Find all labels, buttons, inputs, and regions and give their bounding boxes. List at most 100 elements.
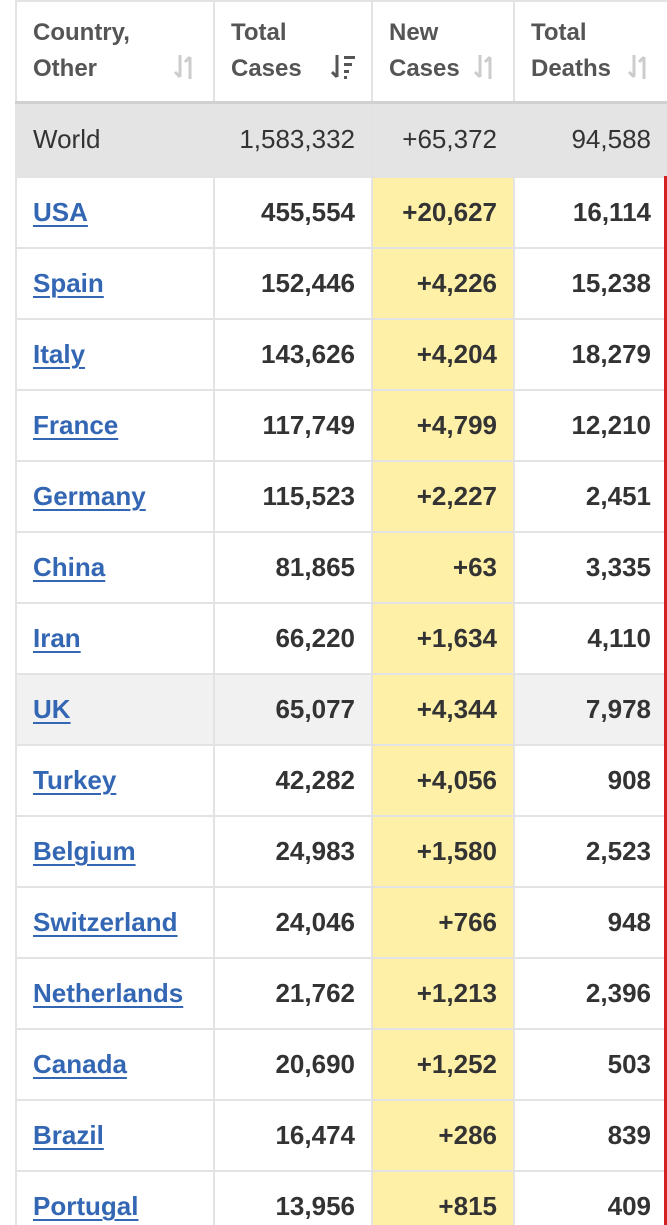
world-total-row: World 1,583,332 +65,372 94,588 bbox=[15, 101, 667, 178]
header-label: New Cases bbox=[389, 19, 460, 83]
country-cell: Belgium bbox=[15, 815, 215, 888]
table-row: China 81,865 +63 3,335 bbox=[15, 531, 667, 604]
total-cases-cell: 21,762 bbox=[213, 957, 373, 1030]
new-cases-cell: +815 bbox=[371, 1170, 515, 1225]
total-cases-cell: 20,690 bbox=[213, 1028, 373, 1101]
coronavirus-table-container: Country, Other Total Cases bbox=[15, 0, 667, 1225]
new-cases-cell: +1,580 bbox=[371, 815, 515, 888]
table-row: Spain 152,446 +4,226 15,238 bbox=[15, 247, 667, 320]
country-cell: USA bbox=[15, 176, 215, 249]
total-cases-cell: 42,282 bbox=[213, 744, 373, 817]
table-row: Canada 20,690 +1,252 503 bbox=[15, 1028, 667, 1101]
total-cases-cell: 13,956 bbox=[213, 1170, 373, 1225]
total-deaths-cell: 503 bbox=[513, 1028, 667, 1101]
total-cases-cell: 65,077 bbox=[213, 673, 373, 746]
total-cases-cell: 115,523 bbox=[213, 460, 373, 533]
total-cases-cell: 66,220 bbox=[213, 602, 373, 675]
header-label: Country, Other bbox=[33, 19, 130, 83]
country-cell: Germany bbox=[15, 460, 215, 533]
total-cases-cell: 152,446 bbox=[213, 247, 373, 320]
new-cases-cell: +4,344 bbox=[371, 673, 515, 746]
country-link[interactable]: Brazil bbox=[33, 1120, 104, 1150]
total-deaths-cell: 2,396 bbox=[513, 957, 667, 1030]
total-cases-cell: 117,749 bbox=[213, 389, 373, 462]
country-link[interactable]: Turkey bbox=[33, 765, 117, 795]
total-cases-cell: 24,983 bbox=[213, 815, 373, 888]
country-link[interactable]: Spain bbox=[33, 268, 104, 298]
sort-both-icon[interactable] bbox=[173, 53, 199, 81]
total-deaths-cell: 2,523 bbox=[513, 815, 667, 888]
total-deaths-cell: 12,210 bbox=[513, 389, 667, 462]
total-deaths-cell: 18,279 bbox=[513, 318, 667, 391]
header-total-deaths[interactable]: Total Deaths bbox=[513, 0, 667, 104]
country-cell: China bbox=[15, 531, 215, 604]
total-deaths-cell: 4,110 bbox=[513, 602, 667, 675]
country-link[interactable]: Canada bbox=[33, 1049, 127, 1079]
new-cases-cell: +20,627 bbox=[371, 176, 515, 249]
total-deaths-cell: 2,451 bbox=[513, 460, 667, 533]
country-link[interactable]: UK bbox=[33, 694, 71, 724]
total-cases-cell: 143,626 bbox=[213, 318, 373, 391]
total-cases-cell: 24,046 bbox=[213, 886, 373, 959]
table-row: France 117,749 +4,799 12,210 bbox=[15, 389, 667, 462]
table-row: Portugal 13,956 +815 409 bbox=[15, 1170, 667, 1225]
total-deaths-cell: 3,335 bbox=[513, 531, 667, 604]
total-deaths-cell: 948 bbox=[513, 886, 667, 959]
header-country-other[interactable]: Country, Other bbox=[15, 0, 215, 104]
country-cell: Italy bbox=[15, 318, 215, 391]
new-cases-cell: +63 bbox=[371, 531, 515, 604]
world-label: World bbox=[15, 101, 215, 178]
table-row: Brazil 16,474 +286 839 bbox=[15, 1099, 667, 1172]
new-cases-cell: +4,056 bbox=[371, 744, 515, 817]
total-cases-cell: 16,474 bbox=[213, 1099, 373, 1172]
country-link[interactable]: Belgium bbox=[33, 836, 136, 866]
world-new-cases: +65,372 bbox=[371, 101, 515, 178]
total-cases-cell: 81,865 bbox=[213, 531, 373, 604]
new-cases-cell: +4,226 bbox=[371, 247, 515, 320]
country-cell: Spain bbox=[15, 247, 215, 320]
world-total-deaths: 94,588 bbox=[513, 101, 667, 178]
sort-descending-icon[interactable] bbox=[331, 53, 357, 81]
total-deaths-cell: 7,978 bbox=[513, 673, 667, 746]
table-row: Belgium 24,983 +1,580 2,523 bbox=[15, 815, 667, 888]
country-link[interactable]: China bbox=[33, 552, 106, 582]
country-link[interactable]: Iran bbox=[33, 623, 81, 653]
country-cell: Turkey bbox=[15, 744, 215, 817]
new-cases-cell: +2,227 bbox=[371, 460, 515, 533]
table-row: Iran 66,220 +1,634 4,110 bbox=[15, 602, 667, 675]
country-cell: Switzerland bbox=[15, 886, 215, 959]
country-link[interactable]: Switzerland bbox=[33, 907, 178, 937]
total-deaths-cell: 16,114 bbox=[513, 176, 667, 249]
new-cases-cell: +4,799 bbox=[371, 389, 515, 462]
sort-both-icon[interactable] bbox=[473, 53, 499, 81]
country-link[interactable]: USA bbox=[33, 197, 88, 227]
total-cases-cell: 455,554 bbox=[213, 176, 373, 249]
coronavirus-cases-table: Country, Other Total Cases bbox=[15, 0, 667, 1225]
country-link[interactable]: Italy bbox=[33, 339, 86, 369]
country-link[interactable]: Netherlands bbox=[33, 978, 184, 1008]
table-row: USA 455,554 +20,627 16,114 bbox=[15, 176, 667, 249]
sort-both-icon[interactable] bbox=[627, 53, 653, 81]
country-cell: UK bbox=[15, 673, 215, 746]
table-row: Switzerland 24,046 +766 948 bbox=[15, 886, 667, 959]
country-link[interactable]: Portugal bbox=[33, 1191, 139, 1221]
country-cell: Portugal bbox=[15, 1170, 215, 1225]
country-cell: Brazil bbox=[15, 1099, 215, 1172]
new-cases-cell: +766 bbox=[371, 886, 515, 959]
total-deaths-cell: 908 bbox=[513, 744, 667, 817]
new-cases-cell: +4,204 bbox=[371, 318, 515, 391]
new-cases-cell: +1,252 bbox=[371, 1028, 515, 1101]
new-cases-cell: +286 bbox=[371, 1099, 515, 1172]
header-total-cases[interactable]: Total Cases bbox=[213, 0, 373, 104]
country-cell: France bbox=[15, 389, 215, 462]
table-row: Netherlands 21,762 +1,213 2,396 bbox=[15, 957, 667, 1030]
scroll-edge-indicator bbox=[664, 176, 667, 1225]
country-cell: Netherlands bbox=[15, 957, 215, 1030]
country-link[interactable]: Germany bbox=[33, 481, 146, 511]
header-new-cases[interactable]: New Cases bbox=[371, 0, 515, 104]
total-deaths-cell: 839 bbox=[513, 1099, 667, 1172]
table-header-row: Country, Other Total Cases bbox=[15, 0, 667, 104]
country-cell: Canada bbox=[15, 1028, 215, 1101]
country-link[interactable]: France bbox=[33, 410, 119, 440]
country-cell: Iran bbox=[15, 602, 215, 675]
